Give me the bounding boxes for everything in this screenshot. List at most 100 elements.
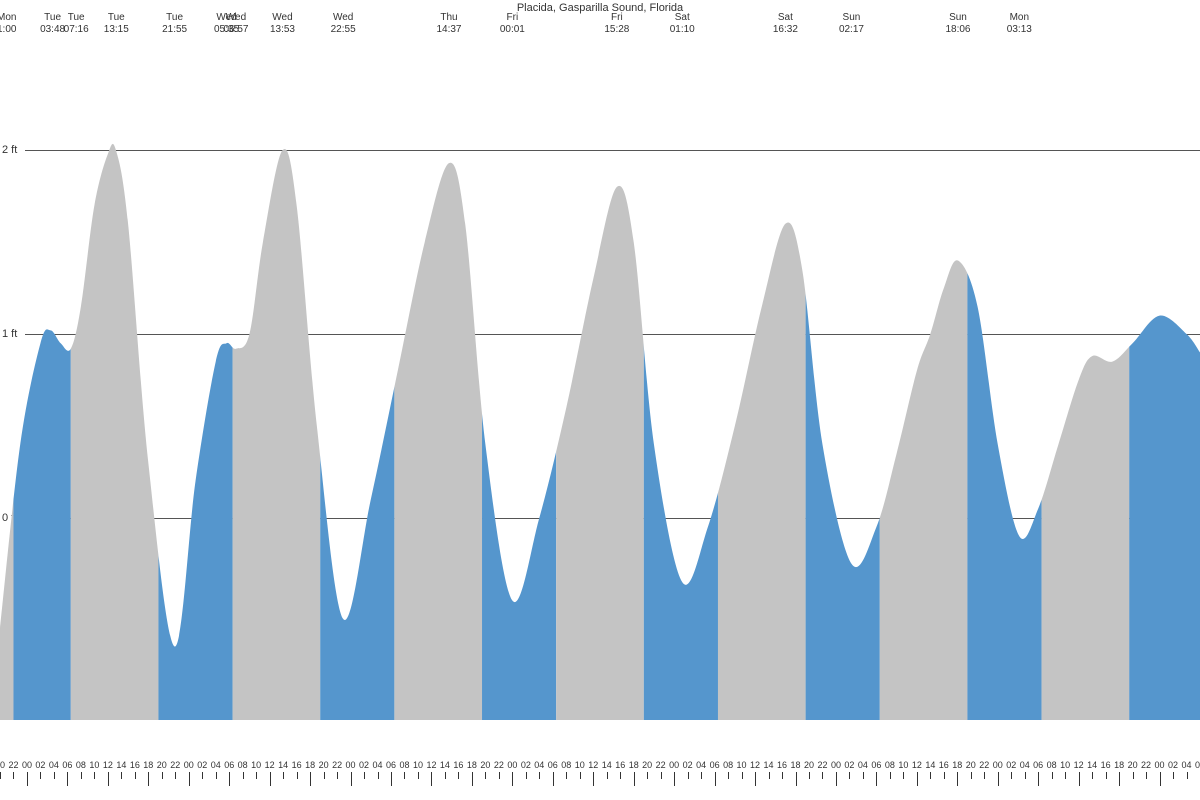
x-tick-mark: [27, 772, 28, 786]
x-tick-mark: [1119, 772, 1120, 786]
x-tick-mark: [121, 772, 122, 779]
x-tick-label: 18: [629, 760, 639, 770]
x-tick-label: 14: [602, 760, 612, 770]
x-tick-label: 00: [993, 760, 1003, 770]
x-tick-mark: [903, 772, 904, 779]
plot-area: 0 ft1 ft2 ft: [0, 40, 1200, 760]
x-tick-mark: [1025, 772, 1026, 779]
x-tick-label: 06: [548, 760, 558, 770]
x-tick-label: 22: [656, 760, 666, 770]
x-tick-mark: [499, 772, 500, 779]
day-segment: [967, 40, 1041, 720]
x-tick-mark: [755, 772, 756, 786]
x-tick-label: 22: [1141, 760, 1151, 770]
x-tick-label: 20: [966, 760, 976, 770]
x-tick-mark: [998, 772, 999, 786]
x-tick-label: 08: [561, 760, 571, 770]
x-tick-mark: [553, 772, 554, 786]
x-tick-mark: [148, 772, 149, 786]
x-tick-label: 12: [265, 760, 275, 770]
x-tick-mark: [539, 772, 540, 779]
x-tick-mark: [297, 772, 298, 779]
x-tick-label: 16: [292, 760, 302, 770]
day-segment: [158, 40, 232, 720]
x-tick-label: 10: [898, 760, 908, 770]
x-tick-mark: [216, 772, 217, 779]
x-tick-label: 06: [1033, 760, 1043, 770]
x-tick-label: 22: [494, 760, 504, 770]
x-tick-label: 06: [1195, 760, 1200, 770]
x-tick-label: 06: [710, 760, 720, 770]
day-segment: [1129, 40, 1200, 720]
tide-event-label: Sun18:06: [945, 12, 970, 36]
x-tick-mark: [715, 772, 716, 786]
x-tick-mark: [54, 772, 55, 779]
x-tick-mark: [688, 772, 689, 779]
x-tick-label: 00: [346, 760, 356, 770]
x-tick-label: 18: [143, 760, 153, 770]
night-segment: [556, 40, 644, 720]
x-tick-label: 04: [211, 760, 221, 770]
x-tick-mark: [957, 772, 958, 786]
x-tick-label: 14: [278, 760, 288, 770]
x-tick-label: 04: [1020, 760, 1030, 770]
x-tick-mark: [391, 772, 392, 786]
x-tick-label: 04: [1182, 760, 1192, 770]
x-tick-mark: [1133, 772, 1134, 779]
x-axis: 2022000204060810121416182022000204060810…: [0, 760, 1200, 800]
x-tick-mark: [769, 772, 770, 779]
x-tick-mark: [930, 772, 931, 779]
x-tick-mark: [984, 772, 985, 779]
x-tick-mark: [782, 772, 783, 779]
x-tick-label: 06: [224, 760, 234, 770]
x-tick-label: 20: [804, 760, 814, 770]
x-tick-mark: [472, 772, 473, 786]
x-tick-label: 14: [440, 760, 450, 770]
x-tick-label: 04: [373, 760, 383, 770]
x-tick-label: 22: [817, 760, 827, 770]
x-tick-label: 22: [332, 760, 342, 770]
x-tick-mark: [1092, 772, 1093, 779]
x-tick-label: 12: [588, 760, 598, 770]
x-tick-label: 20: [1128, 760, 1138, 770]
x-tick-mark: [917, 772, 918, 786]
x-tick-mark: [0, 772, 1, 779]
night-segment: [71, 40, 159, 720]
x-tick-label: 02: [844, 760, 854, 770]
night-segment: [233, 40, 321, 720]
x-tick-mark: [876, 772, 877, 786]
x-tick-label: 20: [642, 760, 652, 770]
tide-event-label: Mon03:13: [1007, 12, 1032, 36]
x-tick-mark: [512, 772, 513, 786]
x-tick-mark: [270, 772, 271, 786]
x-tick-mark: [1038, 772, 1039, 786]
x-tick-mark: [445, 772, 446, 779]
x-tick-label: 20: [480, 760, 490, 770]
day-segment: [806, 40, 880, 720]
x-tick-label: 10: [575, 760, 585, 770]
x-tick-mark: [796, 772, 797, 786]
night-segment: [1042, 40, 1130, 720]
x-tick-label: 06: [62, 760, 72, 770]
x-tick-label: 18: [952, 760, 962, 770]
x-tick-label: 00: [22, 760, 32, 770]
x-tick-label: 20: [157, 760, 167, 770]
x-tick-label: 02: [1006, 760, 1016, 770]
x-tick-label: 14: [764, 760, 774, 770]
x-tick-label: 08: [723, 760, 733, 770]
x-tick-label: 18: [1114, 760, 1124, 770]
x-tick-mark: [849, 772, 850, 779]
x-tick-mark: [661, 772, 662, 779]
x-tick-label: 08: [399, 760, 409, 770]
tide-event-label: Tue07:16: [64, 12, 89, 36]
x-tick-mark: [378, 772, 379, 779]
x-tick-mark: [526, 772, 527, 779]
tide-event-label: Fri00:01: [500, 12, 525, 36]
x-tick-mark: [162, 772, 163, 779]
x-tick-mark: [701, 772, 702, 779]
x-tick-mark: [337, 772, 338, 779]
x-tick-mark: [1187, 772, 1188, 779]
x-tick-mark: [674, 772, 675, 786]
tide-event-label: Sat01:10: [670, 12, 695, 36]
x-tick-mark: [67, 772, 68, 786]
